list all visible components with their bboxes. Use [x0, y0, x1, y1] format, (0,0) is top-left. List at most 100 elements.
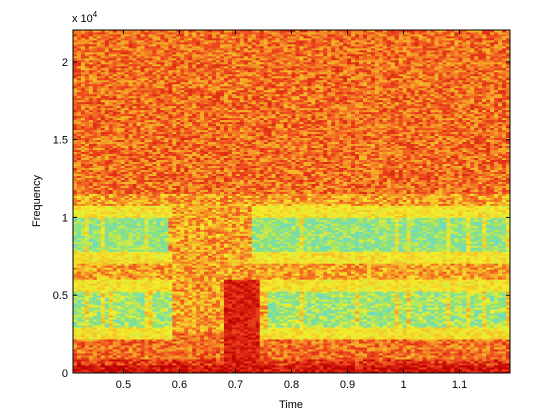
heatmap-cell — [144, 207, 149, 210]
heatmap-cell — [144, 179, 149, 182]
heatmap-cell — [108, 81, 114, 85]
heatmap-cell — [120, 77, 126, 81]
heatmap-cell — [73, 107, 78, 111]
heatmap-cell — [164, 273, 169, 276]
heatmap-cell — [148, 323, 153, 326]
heatmap-cell — [108, 267, 114, 270]
heatmap-cell — [148, 341, 153, 344]
heatmap-cell — [168, 335, 173, 338]
heatmap-cell — [180, 343, 185, 346]
heatmap-cell — [128, 357, 133, 360]
heatmap-cell — [88, 171, 94, 174]
heatmap-cell — [80, 87, 86, 91]
heatmap-cell — [160, 43, 165, 47]
heatmap-cell — [136, 105, 141, 109]
heatmap-cell — [140, 165, 145, 168]
heatmap-cell — [73, 127, 78, 131]
heatmap-cell — [176, 143, 181, 147]
heatmap-cell — [156, 253, 161, 256]
heatmap-cell — [168, 333, 173, 336]
heatmap-cell — [124, 255, 130, 258]
heatmap-cell — [164, 283, 169, 286]
heatmap-cell — [128, 371, 133, 374]
heatmap-cell — [128, 79, 133, 83]
heatmap-cell — [136, 293, 141, 296]
heatmap-cell — [168, 161, 173, 165]
heatmap-cell — [140, 289, 145, 292]
heatmap-cell — [100, 203, 106, 206]
heatmap-cell — [76, 151, 82, 155]
heatmap-cell — [144, 345, 149, 348]
heatmap-cell — [116, 89, 122, 93]
heatmap-cell — [156, 215, 161, 218]
heatmap-cell — [144, 361, 149, 364]
heatmap-cell — [128, 109, 133, 113]
heatmap-cell — [164, 39, 169, 43]
heatmap-cell — [100, 187, 106, 190]
heatmap-cell — [156, 233, 161, 236]
heatmap-cell — [88, 73, 94, 77]
heatmap-cell — [164, 349, 169, 352]
heatmap-cell — [132, 135, 137, 139]
heatmap-cell — [73, 41, 78, 45]
heatmap-cell — [120, 211, 126, 214]
heatmap-cell — [88, 105, 94, 109]
heatmap-cell — [76, 261, 82, 264]
heatmap-cell — [80, 249, 86, 252]
heatmap-cell — [148, 167, 153, 170]
heatmap-cell — [168, 39, 173, 43]
heatmap-cell — [152, 249, 157, 252]
heatmap-cell — [144, 233, 149, 236]
heatmap-cell — [168, 283, 173, 286]
heatmap-cell — [180, 333, 185, 336]
heatmap-cell — [176, 97, 181, 101]
heatmap-cell — [76, 147, 82, 151]
heatmap-cell — [88, 97, 94, 101]
heatmap-cell — [180, 55, 185, 59]
heatmap-cell — [168, 153, 173, 157]
heatmap-cell — [124, 37, 130, 41]
heatmap-cell — [76, 203, 82, 206]
heatmap-cell — [180, 223, 185, 226]
heatmap-cell — [172, 187, 177, 190]
heatmap-cell — [88, 229, 94, 232]
heatmap-cell — [148, 231, 153, 234]
heatmap-cell — [132, 339, 137, 342]
heatmap-cell — [124, 49, 130, 53]
heatmap-cell — [140, 309, 145, 312]
heatmap-cell — [116, 73, 122, 77]
heatmap-cell — [168, 113, 173, 117]
heatmap-cell — [144, 259, 149, 262]
heatmap-cell — [156, 311, 161, 314]
heatmap-cell — [108, 275, 114, 278]
heatmap-cell — [160, 87, 165, 91]
heatmap-cell — [144, 227, 149, 230]
heatmap-cell — [140, 69, 145, 73]
heatmap-cell — [108, 93, 114, 97]
heatmap-cell — [160, 185, 165, 188]
heatmap-cell — [180, 153, 185, 157]
heatmap-cell — [120, 111, 126, 115]
heatmap-cell — [73, 275, 78, 278]
heatmap-cell — [148, 61, 153, 65]
heatmap-cell — [92, 359, 98, 362]
heatmap-cell — [136, 217, 141, 220]
heatmap-cell — [168, 109, 173, 113]
heatmap-cell — [88, 205, 94, 208]
heatmap-cell — [96, 71, 102, 75]
heatmap-cell — [164, 81, 169, 85]
heatmap-cell — [100, 55, 106, 59]
heatmap-cell — [152, 89, 157, 93]
heatmap-cell — [104, 311, 110, 314]
heatmap-cell — [140, 343, 145, 346]
heatmap-cell — [120, 115, 126, 119]
heatmap-cell — [140, 39, 145, 43]
heatmap-cell — [80, 47, 86, 51]
heatmap-cell — [73, 343, 78, 346]
heatmap-cell — [112, 147, 118, 151]
heatmap-cell — [92, 233, 98, 236]
heatmap-cell — [132, 299, 137, 302]
heatmap-cell — [148, 145, 153, 149]
heatmap-cell — [116, 175, 122, 178]
heatmap-cell — [144, 367, 149, 370]
